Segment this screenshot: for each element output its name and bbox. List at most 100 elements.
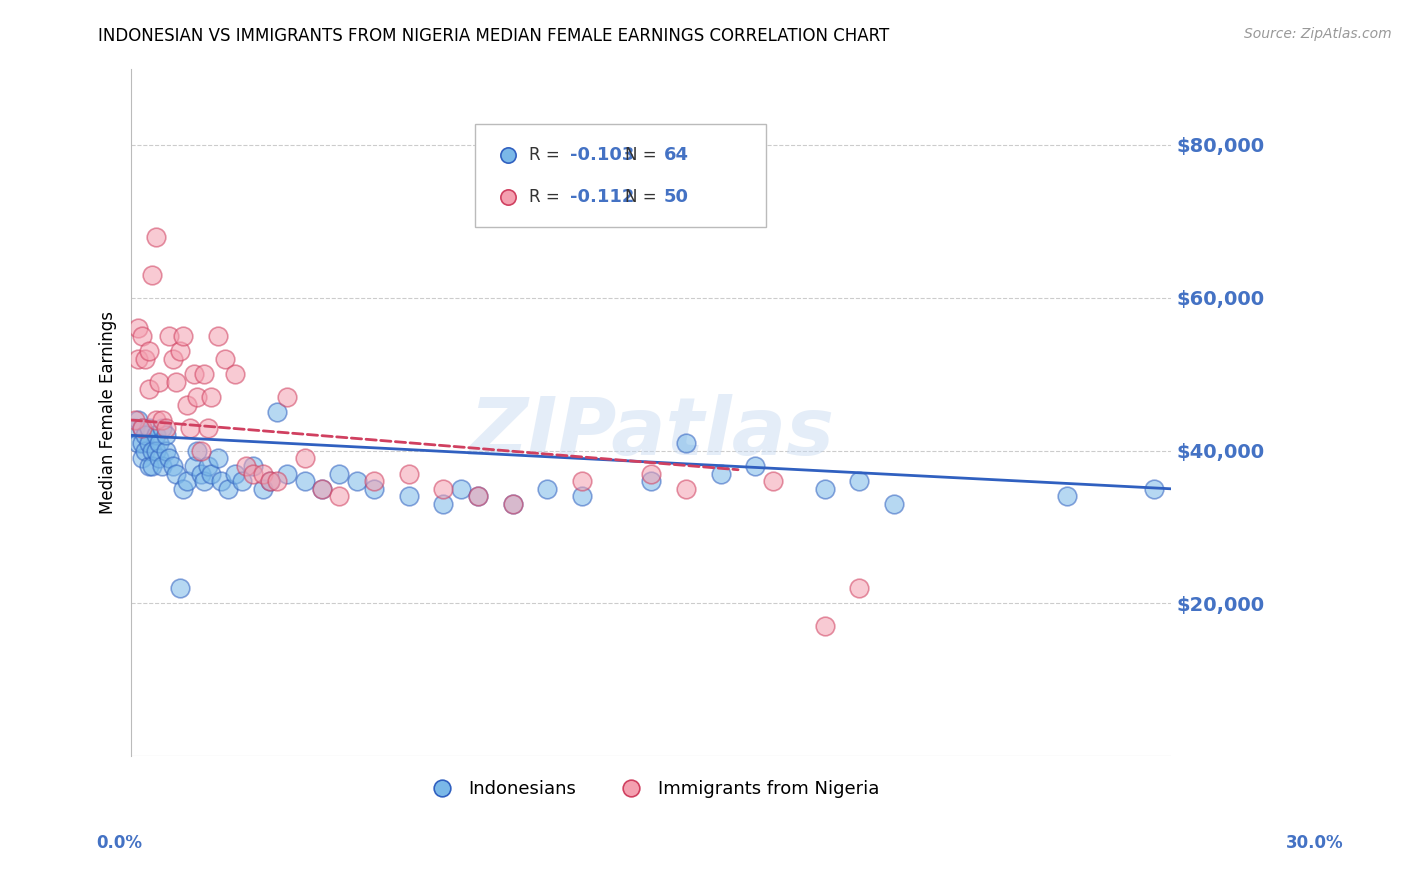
Point xyxy=(169,344,191,359)
Text: N =: N = xyxy=(626,188,662,206)
Point xyxy=(197,458,219,473)
Point xyxy=(152,420,174,434)
Point xyxy=(814,482,837,496)
Point xyxy=(640,467,662,481)
Point xyxy=(124,420,146,434)
Point xyxy=(502,497,524,511)
Point xyxy=(883,497,905,511)
Point xyxy=(252,482,274,496)
Text: 50: 50 xyxy=(664,188,689,206)
Point xyxy=(242,467,264,481)
Point xyxy=(814,619,837,633)
Point xyxy=(148,375,170,389)
Point xyxy=(127,436,149,450)
Point xyxy=(148,451,170,466)
Point xyxy=(134,428,156,442)
Point xyxy=(157,329,180,343)
Point xyxy=(200,467,222,481)
Point xyxy=(148,436,170,450)
Point xyxy=(165,467,187,481)
Point xyxy=(276,390,298,404)
Point xyxy=(224,367,246,381)
Point xyxy=(190,443,212,458)
Point xyxy=(363,474,385,488)
Point xyxy=(134,351,156,366)
Point xyxy=(127,351,149,366)
Point xyxy=(131,420,153,434)
Point xyxy=(141,268,163,282)
Point xyxy=(346,474,368,488)
Point xyxy=(214,351,236,366)
Point xyxy=(162,351,184,366)
Point xyxy=(259,474,281,488)
Point xyxy=(536,482,558,496)
Point xyxy=(131,329,153,343)
FancyBboxPatch shape xyxy=(474,123,766,227)
Point xyxy=(266,405,288,419)
Point xyxy=(186,443,208,458)
Point xyxy=(127,413,149,427)
Point xyxy=(179,420,201,434)
Point xyxy=(193,367,215,381)
Point xyxy=(157,451,180,466)
Point xyxy=(169,581,191,595)
Point xyxy=(186,390,208,404)
Point xyxy=(155,428,177,442)
Point xyxy=(363,482,385,496)
Point xyxy=(311,482,333,496)
Point xyxy=(183,367,205,381)
Point xyxy=(502,497,524,511)
Point xyxy=(134,443,156,458)
Point xyxy=(640,474,662,488)
Point xyxy=(197,420,219,434)
Point xyxy=(176,474,198,488)
Point xyxy=(145,229,167,244)
Point xyxy=(138,420,160,434)
Point xyxy=(209,474,232,488)
Point xyxy=(432,497,454,511)
Point xyxy=(127,321,149,335)
Point xyxy=(155,420,177,434)
Point xyxy=(190,467,212,481)
Point xyxy=(235,458,257,473)
Point xyxy=(155,443,177,458)
Text: R =: R = xyxy=(529,188,565,206)
Point xyxy=(172,482,194,496)
Point xyxy=(207,329,229,343)
Point xyxy=(467,490,489,504)
Point xyxy=(176,398,198,412)
Point xyxy=(1143,482,1166,496)
Point xyxy=(450,482,472,496)
Point xyxy=(231,474,253,488)
Point xyxy=(328,467,350,481)
Point xyxy=(145,428,167,442)
Legend: Indonesians, Immigrants from Nigeria: Indonesians, Immigrants from Nigeria xyxy=(416,773,886,805)
Point xyxy=(252,467,274,481)
Point xyxy=(432,482,454,496)
Point xyxy=(207,451,229,466)
Point xyxy=(131,436,153,450)
Point xyxy=(131,451,153,466)
Point xyxy=(571,474,593,488)
Point xyxy=(675,482,697,496)
Point xyxy=(762,474,785,488)
Point xyxy=(152,458,174,473)
Point xyxy=(138,344,160,359)
Text: -0.103: -0.103 xyxy=(571,146,634,164)
Point xyxy=(217,482,239,496)
Point xyxy=(710,467,733,481)
Point xyxy=(571,490,593,504)
Point xyxy=(266,474,288,488)
Point xyxy=(138,436,160,450)
Text: N =: N = xyxy=(626,146,662,164)
Point xyxy=(172,329,194,343)
Point xyxy=(848,581,870,595)
Point xyxy=(200,390,222,404)
Text: ZIPatlas: ZIPatlas xyxy=(468,394,834,472)
Point xyxy=(675,436,697,450)
Point xyxy=(294,451,316,466)
Point xyxy=(744,458,766,473)
Point xyxy=(131,420,153,434)
Text: 0.0%: 0.0% xyxy=(97,834,142,852)
Point xyxy=(193,474,215,488)
